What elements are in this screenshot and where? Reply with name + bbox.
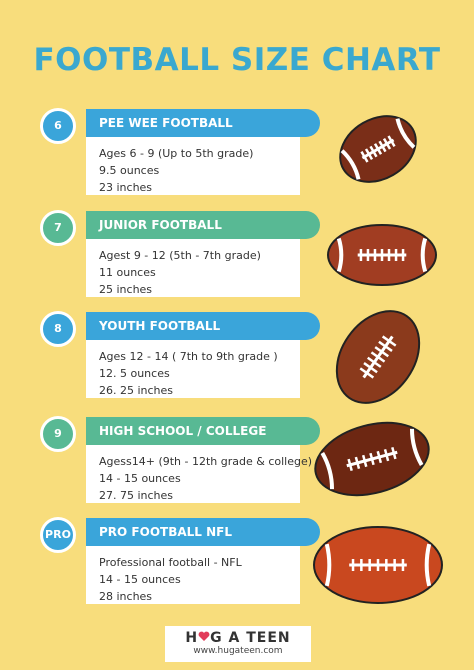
detail-line: 12. 5 ounces: [99, 367, 170, 380]
footer: H G A TEEN www.hugateen.com: [165, 626, 311, 662]
football: [313, 526, 443, 604]
football: [327, 224, 437, 286]
section: HIGH SCHOOL / COLLEGE FOOTBALL 9 Agess14+ …: [0, 416, 474, 517]
details: Professional football - NFL 14 - 15 ounce…: [99, 554, 242, 605]
detail-line: 23 inches: [99, 181, 153, 194]
badge: PRO: [40, 517, 76, 553]
detail-line: Agess14+ (9th - 12th grade & college): [99, 455, 313, 468]
brand: H G A TEEN: [165, 630, 311, 646]
brand-start: H: [185, 630, 199, 646]
detail-line: 11 ounces: [99, 266, 156, 279]
detail-line: 9.5 ounces: [99, 164, 160, 177]
url: www.hugateen.com: [193, 646, 283, 656]
badge: 7: [40, 210, 76, 246]
detail-line: Agest 9 - 12 (5th - 7th grade): [99, 249, 261, 262]
detail-line: 25 inches: [99, 283, 153, 296]
heart-icon: [198, 631, 210, 641]
football: [339, 115, 417, 183]
badge: 8: [40, 311, 76, 347]
banner: HIGH SCHOOL / COLLEGE FOOTBALL: [86, 417, 320, 466]
detail-line: 27. 75 inches: [99, 489, 174, 502]
section: PEE WEE FOOTBALL 6 Ages 6 - 9 (Up to 5th g…: [0, 108, 474, 209]
detail-line: Ages 6 - 9 (Up to 5th grade): [99, 147, 254, 160]
banner: JUNIOR FOOTBALL: [86, 211, 320, 239]
title: FOOTBALL SIZE CHART: [33, 42, 441, 78]
section: JUNIOR FOOTBALL 7 Agest 9 - 12 (5th - 7th …: [0, 210, 474, 311]
details: Agest 9 - 12 (5th - 7th grade) 11 ounces 2…: [99, 247, 261, 298]
section: YOUTH FOOTBALL 8 Ages 12 - 14 ( 7th to 9th…: [0, 310, 474, 412]
detail-line: 14 - 15 ounces: [99, 573, 181, 586]
details: Agess14+ (9th - 12th grade & college) 14 …: [99, 453, 312, 504]
football: [335, 310, 421, 404]
banner: YOUTH FOOTBALL: [86, 312, 320, 340]
detail-line: 14 - 15 ounces: [99, 472, 181, 485]
badge: 9: [40, 416, 76, 452]
badge: 6: [40, 108, 76, 144]
detail-line: 26. 25 inches: [99, 384, 174, 397]
detail-line: Professional football - NFL: [99, 556, 242, 569]
football: [314, 421, 430, 497]
brand-end: G A TEEN: [210, 630, 291, 646]
details: Ages 12 - 14 ( 7th to 9th grade ) 12. 5 o…: [99, 348, 278, 399]
detail-line: Ages 12 - 14 ( 7th to 9th grade ): [99, 350, 278, 363]
section: PRO FOOTBALL NFL PRO Professional football…: [0, 517, 474, 618]
banner: PEE WEE FOOTBALL: [86, 109, 320, 137]
banner: PRO FOOTBALL NFL: [86, 518, 320, 546]
details: Ages 6 - 9 (Up to 5th grade) 9.5 ounces 23…: [99, 145, 253, 196]
detail-line: 28 inches: [99, 590, 153, 603]
